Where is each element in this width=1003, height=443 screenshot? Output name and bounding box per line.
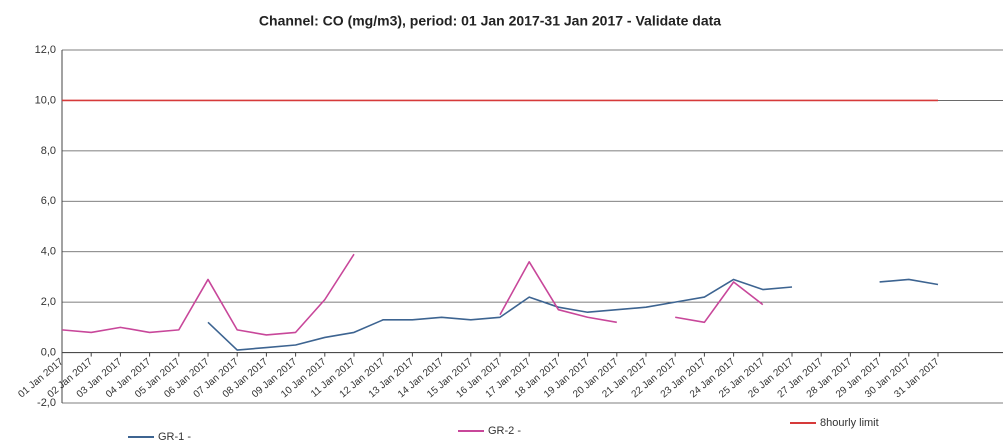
y-tick-label: -2,0: [37, 397, 56, 409]
y-tick-label: 10,0: [35, 94, 56, 106]
y-tick-label: 8,0: [41, 145, 56, 157]
series-line: [61, 253, 764, 336]
y-tick-label: 4,0: [41, 246, 56, 258]
y-tick-label: 0,0: [41, 346, 56, 358]
legend-label: GR-1 -: [158, 431, 191, 443]
legend-label: GR-2 -: [488, 425, 521, 437]
series-line: [207, 278, 939, 351]
y-tick-label: 2,0: [41, 296, 56, 308]
legend-label: 8hourly limit: [820, 417, 879, 429]
y-tick-label: 12,0: [35, 44, 56, 56]
chart-title: Channel: CO (mg/m3), period: 01 Jan 2017…: [259, 13, 721, 29]
y-tick-label: 6,0: [41, 195, 56, 207]
